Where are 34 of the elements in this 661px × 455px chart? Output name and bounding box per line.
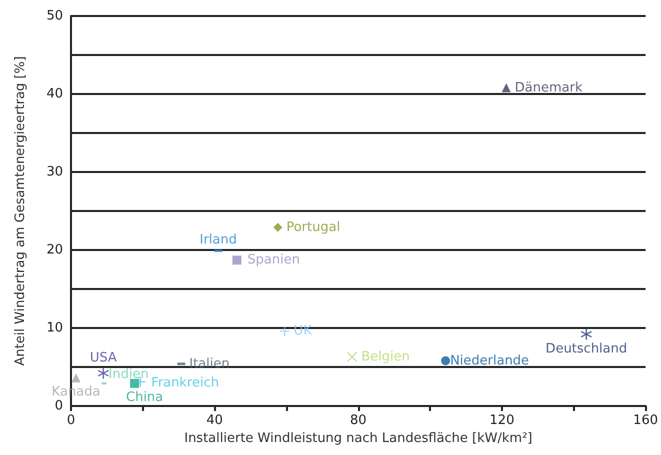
y-tick-label: 20 <box>46 242 63 258</box>
point <box>273 222 282 232</box>
y-tick-label: 0 <box>54 398 63 414</box>
y-tick-label: 50 <box>46 8 63 24</box>
x-tick-label: 0 <box>66 413 76 428</box>
series-label: Spanien <box>247 252 300 268</box>
series-label: Frankreich <box>151 375 219 390</box>
y-tick-label: 40 <box>46 86 63 102</box>
x-tick-label: 80 <box>350 413 367 428</box>
point <box>580 328 592 340</box>
series-label: Portugal <box>286 220 340 235</box>
x-tick-label: 160 <box>633 413 658 428</box>
point <box>280 326 290 336</box>
point <box>130 378 140 388</box>
point <box>347 352 358 362</box>
point <box>72 373 81 382</box>
x-axis-title: Installierte Windleistung nach Landesfläche [kW/km²] <box>184 431 532 446</box>
x-tick-label: 40 <box>206 413 223 428</box>
series-label: China <box>126 390 164 405</box>
point <box>98 368 109 379</box>
series-label: Niederlande <box>450 353 530 368</box>
point <box>232 256 242 265</box>
series-label: USA <box>90 350 117 366</box>
y-tick-label: 10 <box>46 320 63 336</box>
x-tick-label: 120 <box>490 413 514 428</box>
y-tick-label: 30 <box>46 164 63 180</box>
y-axis-title: Anteil Windertrag am Gesamtenergieertrag [%] <box>13 56 28 366</box>
series-label: Belgien <box>361 349 410 364</box>
series-label: Deutschland <box>546 342 628 357</box>
series-label: Irland <box>200 232 237 248</box>
point <box>441 356 450 366</box>
series-label: Indien <box>108 366 149 382</box>
series-label: Dänemark <box>514 80 583 96</box>
point <box>502 83 511 92</box>
